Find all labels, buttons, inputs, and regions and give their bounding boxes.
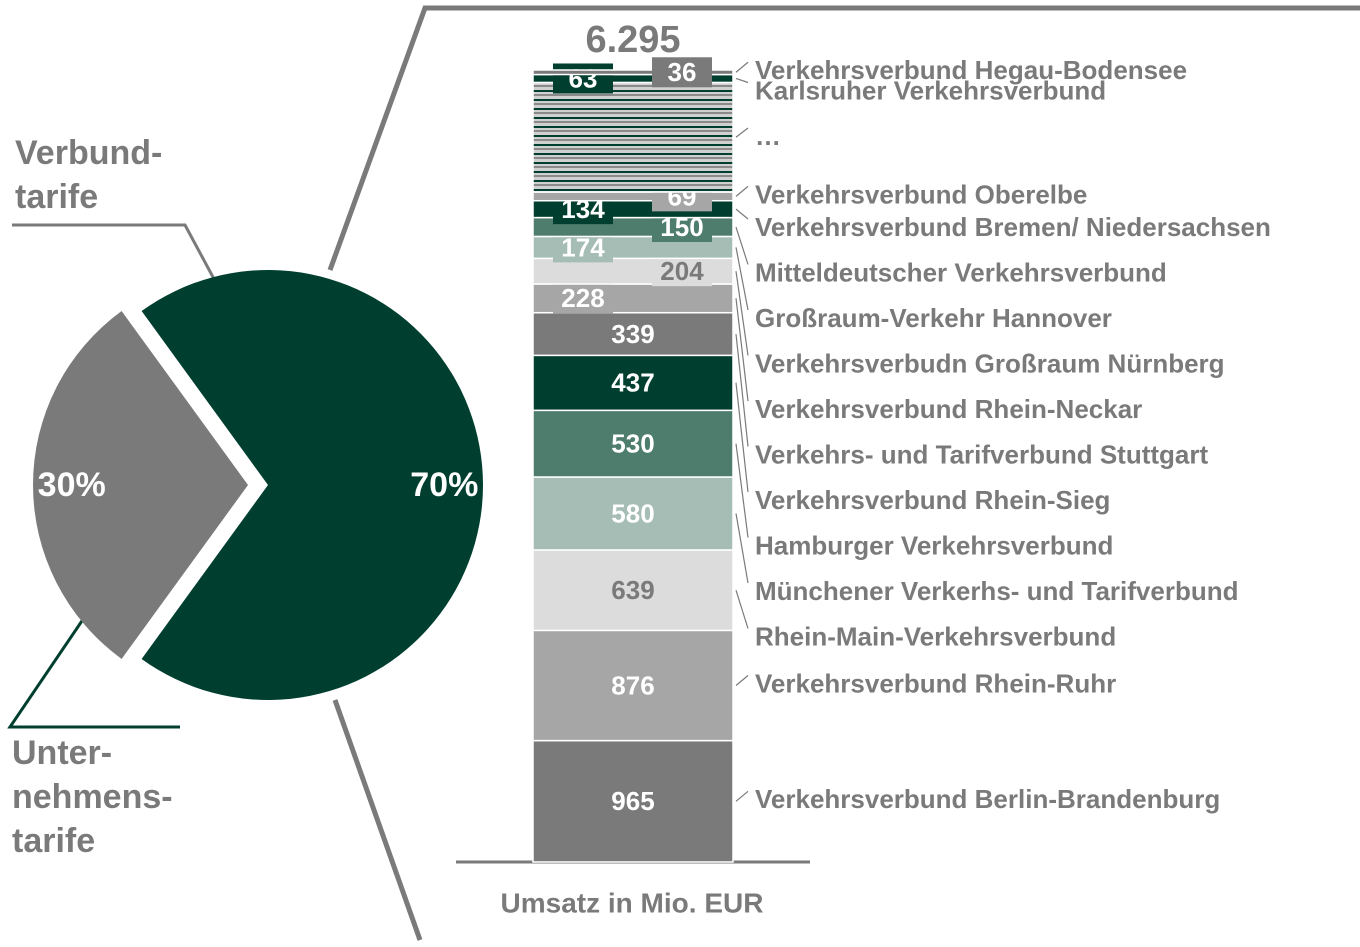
data-label: 174 [561,232,605,262]
data-label: 204 [660,256,704,286]
leader-line [735,443,749,538]
leader-line [735,675,749,686]
pie-value-label: 30% [38,466,106,504]
leader-line [735,208,749,220]
data-label: 580 [611,498,654,528]
leader-line [735,77,749,84]
series-name: Verkehrsverbund Berlin-Brandenburg [755,784,1220,814]
leader-line [735,61,749,73]
data-label-box [652,256,712,287]
total-label: 6.295 [585,19,680,61]
series-name: Verkehrsverbund Oberelbe [755,179,1087,209]
data-label: 530 [611,429,654,459]
series-name: Verkehrsverbund Rhein-Sieg [755,485,1110,515]
leader-line [735,127,749,138]
zoom-line [332,699,423,941]
pie-slice [141,270,484,701]
series-name: Hamburger Verkehrsverbund [755,530,1113,560]
bar-segment [532,311,734,357]
series-name: … [755,121,781,151]
pie-slice [32,311,249,659]
series-name: Verkehrs- und Tarifverbund Stuttgart [755,439,1208,469]
data-label-box [652,57,712,88]
pie-category-label: tarife [12,822,95,860]
data-label-box [553,232,613,263]
series-name: Verkehrsverbund Rhein-Ruhr [755,668,1116,698]
zoom-line [327,5,1360,271]
callout-line [7,611,180,729]
leader-line [735,247,749,311]
leader-line [735,226,749,265]
data-label-box [553,283,613,314]
data-label: 339 [611,319,654,349]
leader-line [735,185,749,197]
pie-value-label: 70% [410,466,478,504]
bar-segment [532,739,734,863]
pie-category-label: nehmens- [12,778,173,816]
series-name: Verkehrsverbund Hegau-Bodensee [755,55,1187,85]
bar-segment [532,629,734,742]
leader-line [735,382,749,493]
leader-line [735,589,749,629]
bar-segment [532,476,734,551]
bar-segment [532,69,734,76]
data-label: 876 [611,670,654,700]
series-name: Großraum-Verkehr Hannover [755,303,1112,333]
bar-segment [532,354,734,412]
series-name: Münchener Verkerhs- und Tarifverbund [755,576,1239,606]
data-label: 437 [611,368,654,398]
leader-line [735,790,749,802]
series-name: Verkehrsverbund Bremen/ Niedersachsen [755,212,1271,242]
bar-segment [532,549,734,632]
series-name: Verkehrsverbudn Großraum Nürnberg [755,348,1225,378]
leader-line [735,333,749,447]
pie-category-label: tarife [15,178,98,216]
series-name: Karlsruher Verkehrsverbund [755,75,1106,105]
data-label: 63 [569,63,598,93]
bar-segment [532,81,734,193]
data-label: 639 [611,575,654,605]
data-label: 228 [561,283,604,313]
pie-category-label: Verbund- [15,134,162,172]
data-label: 965 [611,786,654,816]
series-name: Rhein-Main-Verkehrsverbund [755,621,1116,651]
data-label: 36 [668,57,697,87]
data-label-box [553,63,613,94]
series-name: Verkehrsverbund Rhein-Neckar [755,394,1142,424]
axis-label: Umsatz in Mio. EUR [501,887,764,918]
pie-category-label: Unter- [12,734,112,772]
leader-line [735,271,749,356]
leader-line [735,513,749,584]
leader-line [735,298,749,402]
series-name: Mitteldeutscher Verkehrsverbund [755,257,1167,287]
